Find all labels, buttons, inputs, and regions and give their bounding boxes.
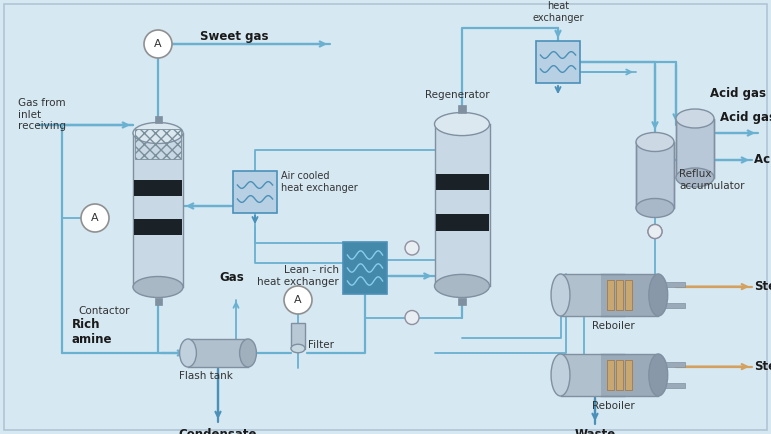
Text: Acid gas: Acid gas — [720, 112, 771, 125]
Bar — [458, 297, 466, 305]
Bar — [636, 142, 674, 208]
Ellipse shape — [551, 354, 570, 396]
Text: Gas from
inlet
receiving: Gas from inlet receiving — [18, 98, 66, 131]
Bar — [343, 242, 387, 294]
Text: Regenerator: Regenerator — [425, 91, 490, 101]
Text: Waste: Waste — [574, 428, 615, 434]
Text: Reboiler: Reboiler — [591, 401, 635, 411]
Ellipse shape — [291, 344, 305, 353]
Circle shape — [144, 30, 172, 58]
Bar — [154, 115, 161, 122]
Bar — [133, 133, 183, 287]
Bar — [435, 124, 490, 286]
Ellipse shape — [133, 122, 183, 144]
Bar — [601, 354, 658, 396]
Ellipse shape — [649, 274, 668, 316]
Text: Acid gas: Acid gas — [754, 154, 771, 167]
Bar — [601, 274, 658, 316]
Ellipse shape — [551, 274, 570, 316]
Ellipse shape — [240, 339, 257, 367]
Bar — [665, 282, 685, 287]
Ellipse shape — [649, 354, 668, 396]
Text: Steam: Steam — [754, 280, 771, 293]
Bar — [458, 105, 466, 112]
Text: A: A — [154, 39, 162, 49]
Bar — [188, 339, 248, 367]
Bar — [135, 129, 181, 158]
Text: Air cooled
heat exchanger: Air cooled heat exchanger — [281, 171, 358, 193]
Bar — [607, 360, 614, 390]
Bar — [665, 382, 685, 388]
Text: Flash tank: Flash tank — [179, 371, 233, 381]
Bar — [561, 274, 624, 316]
Text: Reflux
accumulator: Reflux accumulator — [679, 169, 745, 191]
Ellipse shape — [133, 276, 183, 297]
Text: Condensate: Condensate — [179, 428, 258, 434]
Ellipse shape — [435, 112, 490, 135]
Circle shape — [284, 286, 312, 314]
Bar — [536, 41, 580, 83]
Circle shape — [405, 241, 419, 255]
Text: A: A — [295, 295, 301, 305]
Bar — [233, 171, 277, 213]
Text: Filter: Filter — [308, 340, 334, 350]
Text: Sweet gas: Sweet gas — [200, 30, 268, 43]
Ellipse shape — [435, 274, 490, 297]
Ellipse shape — [636, 132, 674, 151]
Text: Steam: Steam — [754, 360, 771, 373]
Circle shape — [648, 224, 662, 239]
Circle shape — [81, 204, 109, 232]
Ellipse shape — [676, 109, 714, 128]
Bar — [665, 302, 685, 309]
Bar — [616, 280, 623, 310]
Circle shape — [648, 224, 662, 239]
Bar — [665, 362, 685, 368]
Text: A: A — [91, 213, 99, 223]
Bar — [625, 280, 632, 310]
Text: Lean - rich
heat exchanger: Lean - rich heat exchanger — [258, 265, 339, 287]
Bar — [134, 180, 182, 196]
Text: Gas: Gas — [220, 271, 244, 284]
Ellipse shape — [180, 339, 197, 367]
Circle shape — [405, 310, 419, 325]
Ellipse shape — [676, 168, 714, 187]
Bar — [436, 174, 489, 190]
Bar — [154, 297, 161, 305]
Bar — [561, 354, 624, 396]
Text: Acid gas: Acid gas — [710, 88, 766, 101]
Text: Contactor: Contactor — [79, 306, 130, 316]
Text: Rich
amine: Rich amine — [72, 318, 113, 346]
Bar — [607, 280, 614, 310]
Text: Air cooled
heat
exchanger: Air cooled heat exchanger — [532, 0, 584, 23]
Bar — [676, 118, 714, 178]
Bar — [625, 360, 632, 390]
Bar — [616, 360, 623, 390]
Bar — [436, 214, 489, 231]
Text: Reboiler: Reboiler — [591, 321, 635, 331]
Bar — [291, 323, 305, 349]
Bar — [134, 219, 182, 234]
Ellipse shape — [636, 198, 674, 217]
